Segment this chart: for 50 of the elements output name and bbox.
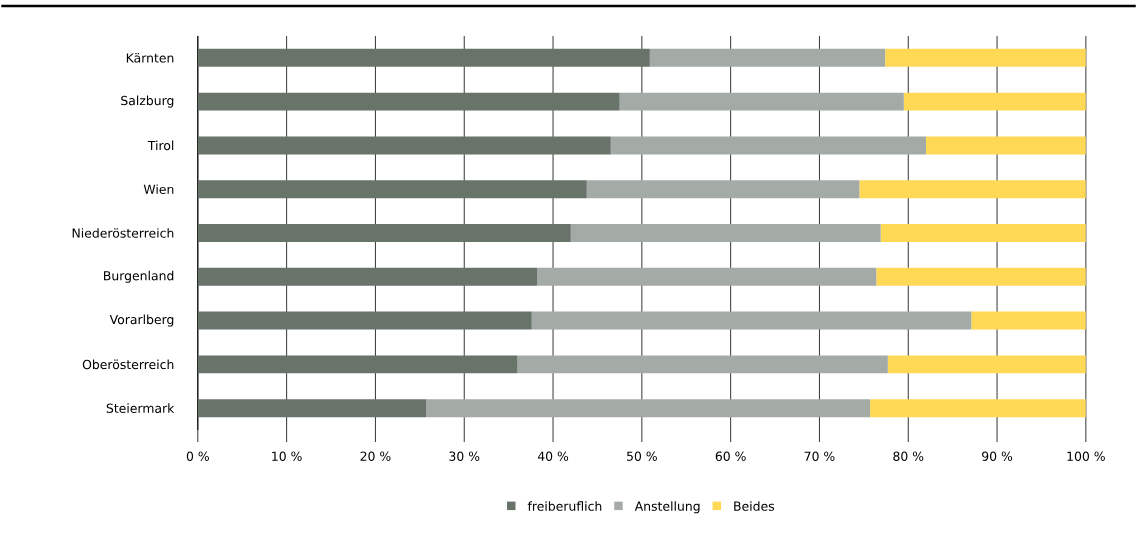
bar xyxy=(619,92,904,111)
bar xyxy=(197,136,611,155)
y-tick-label: Burgenland xyxy=(104,270,174,283)
bar xyxy=(859,180,1086,199)
bar xyxy=(926,136,1086,155)
bar xyxy=(537,267,877,286)
bar xyxy=(197,48,650,67)
x-tick-label: 40 % xyxy=(537,451,569,462)
bar xyxy=(971,311,1086,330)
bar xyxy=(610,136,927,155)
bar xyxy=(649,48,886,67)
bar xyxy=(870,399,1086,418)
y-tick-label: Vorarlberg xyxy=(109,314,174,327)
bar xyxy=(880,224,1086,243)
y-tick-label: Wien xyxy=(143,184,174,195)
y-tick-label: Steiermark xyxy=(106,403,175,414)
bar xyxy=(426,399,871,418)
x-tick-label: 60 % xyxy=(715,451,746,462)
x-tick-label: 0 % xyxy=(186,451,209,462)
y-tick-label: Niederösterreich xyxy=(72,228,174,238)
bar xyxy=(570,224,881,243)
x-tick-label: 50 % xyxy=(627,451,657,462)
y-tick-label: Kärnten xyxy=(126,53,174,63)
legend-label: freiberuflich xyxy=(527,501,602,511)
x-tick-label: 70 % xyxy=(804,451,835,462)
x-tick-label: 100 % xyxy=(1067,451,1105,462)
legend-label: Beides xyxy=(734,501,775,511)
x-tick-label: 90 % xyxy=(982,451,1013,462)
x-tick-label: 80 % xyxy=(893,451,924,462)
y-tick-label: Oberösterreich xyxy=(82,359,174,370)
bar xyxy=(197,92,620,111)
bar xyxy=(885,48,1086,67)
bar xyxy=(903,92,1086,111)
x-tick-label: 20 % xyxy=(360,451,391,462)
bar xyxy=(197,267,538,286)
bar xyxy=(197,180,587,199)
x-tick-label: 10 % xyxy=(272,451,302,462)
y-tick-label: Tirol xyxy=(147,140,174,151)
legend-label: Anstellung xyxy=(634,501,700,514)
x-tick-label: 30 % xyxy=(449,451,480,462)
y-tick-label: Salzburg xyxy=(121,95,174,108)
bar xyxy=(517,355,888,374)
bar xyxy=(586,180,860,199)
bar xyxy=(197,311,532,330)
bar xyxy=(197,355,518,374)
bar xyxy=(876,267,1086,286)
bar xyxy=(887,355,1086,374)
bar xyxy=(197,399,427,418)
bar xyxy=(531,311,972,330)
bar xyxy=(197,224,571,243)
